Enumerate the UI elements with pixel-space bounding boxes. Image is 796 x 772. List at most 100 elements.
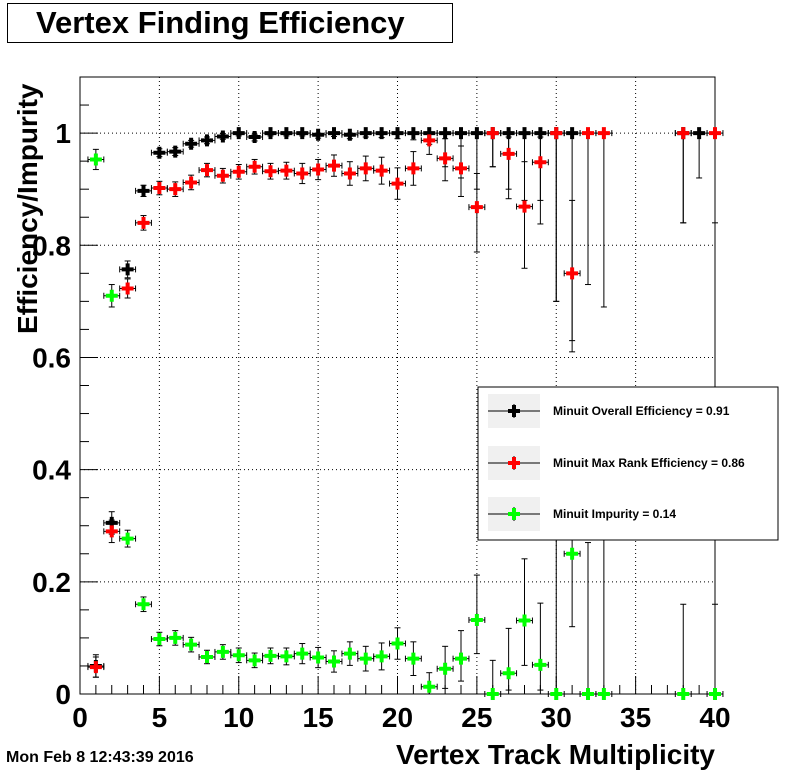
data-marker [121, 282, 134, 295]
data-marker [232, 649, 245, 662]
data-marker [423, 134, 436, 147]
data-point [150, 180, 168, 196]
y-tick-label: 0.6 [32, 342, 71, 373]
data-marker [455, 652, 467, 665]
y-tick-label: 0 [55, 679, 71, 710]
data-point [325, 650, 343, 673]
data-point [119, 260, 137, 279]
data-marker [343, 167, 356, 180]
data-marker [232, 165, 245, 178]
data-point [87, 656, 105, 678]
data-point [277, 647, 295, 666]
data-point [103, 284, 121, 308]
tick-labels: 0 5 10 15 20 25 30 35 40 0 0.2 0.4 0.6 0.8 1 [32, 118, 731, 733]
data-point [484, 127, 502, 168]
series-2 [87, 148, 724, 700]
data-marker [201, 650, 213, 663]
data-marker [470, 127, 483, 140]
data-marker [89, 661, 102, 674]
data-point [341, 128, 359, 141]
data-marker [137, 598, 150, 611]
data-marker [328, 127, 340, 140]
data-marker [137, 184, 150, 197]
data-point [706, 127, 724, 224]
y-tick-label: 0.2 [32, 567, 71, 598]
legend-label: Minuit Max Rank Efficiency = 0.86 [553, 456, 745, 470]
data-point [246, 652, 264, 669]
data-marker [248, 131, 261, 144]
data-marker [232, 127, 245, 140]
data-marker [280, 164, 293, 177]
data-point [690, 127, 708, 179]
data-point [150, 631, 168, 647]
data-marker [439, 152, 452, 165]
data-marker [216, 169, 229, 182]
data-point [341, 161, 359, 186]
data-point [563, 199, 581, 353]
timestamp: Mon Feb 8 12:43:39 2016 [6, 749, 194, 766]
data-point [468, 172, 486, 253]
data-marker [502, 667, 515, 680]
data-marker [312, 163, 325, 176]
data-marker [216, 645, 229, 658]
data-marker [455, 162, 467, 175]
data-marker [359, 127, 372, 140]
data-point [706, 603, 724, 700]
data-point [500, 627, 518, 691]
data-marker [328, 159, 340, 172]
data-point [547, 127, 565, 302]
data-marker [502, 147, 515, 160]
data-point [341, 641, 359, 666]
data-marker [137, 216, 150, 229]
data-point [103, 519, 121, 544]
data-marker [280, 127, 293, 140]
data-marker [582, 127, 594, 140]
data-point [87, 148, 105, 171]
y-tick-label: 0.4 [32, 455, 71, 486]
data-point [595, 127, 613, 308]
data-point [674, 603, 692, 700]
data-point [452, 630, 470, 682]
data-marker [518, 127, 531, 140]
data-marker [391, 127, 404, 140]
data-point [404, 127, 422, 141]
data-marker [312, 128, 325, 141]
data-point [373, 127, 391, 140]
data-marker [248, 160, 261, 173]
data-marker [486, 127, 499, 140]
data-marker [677, 688, 690, 700]
data-point [293, 643, 311, 665]
data-point [230, 127, 248, 140]
data-point [420, 132, 438, 155]
data-marker [359, 162, 372, 175]
data-point [373, 156, 391, 185]
data-marker [296, 167, 309, 180]
data-marker [455, 127, 467, 140]
data-point [516, 161, 533, 269]
data-point [357, 127, 375, 140]
data-marker [121, 263, 134, 276]
data-point [404, 641, 422, 676]
data-point [293, 127, 311, 140]
data-point [277, 127, 295, 140]
data-marker [216, 130, 229, 143]
data-marker [470, 613, 483, 626]
data-point [516, 558, 533, 666]
data-marker [582, 688, 594, 700]
x-tick-label: 20 [382, 702, 413, 733]
data-marker [391, 637, 404, 650]
series-1 [87, 127, 724, 678]
legend-marker [508, 508, 520, 520]
data-point [579, 127, 597, 286]
data-marker [248, 654, 261, 667]
data-marker [264, 165, 277, 178]
data-point [214, 130, 232, 143]
x-tick-label: 15 [303, 702, 334, 733]
data-point [325, 154, 343, 177]
data-marker [407, 162, 420, 175]
data-point [420, 672, 438, 695]
data-point [182, 137, 200, 150]
data-marker [312, 651, 325, 664]
data-marker [280, 650, 293, 663]
data-point [293, 162, 311, 185]
